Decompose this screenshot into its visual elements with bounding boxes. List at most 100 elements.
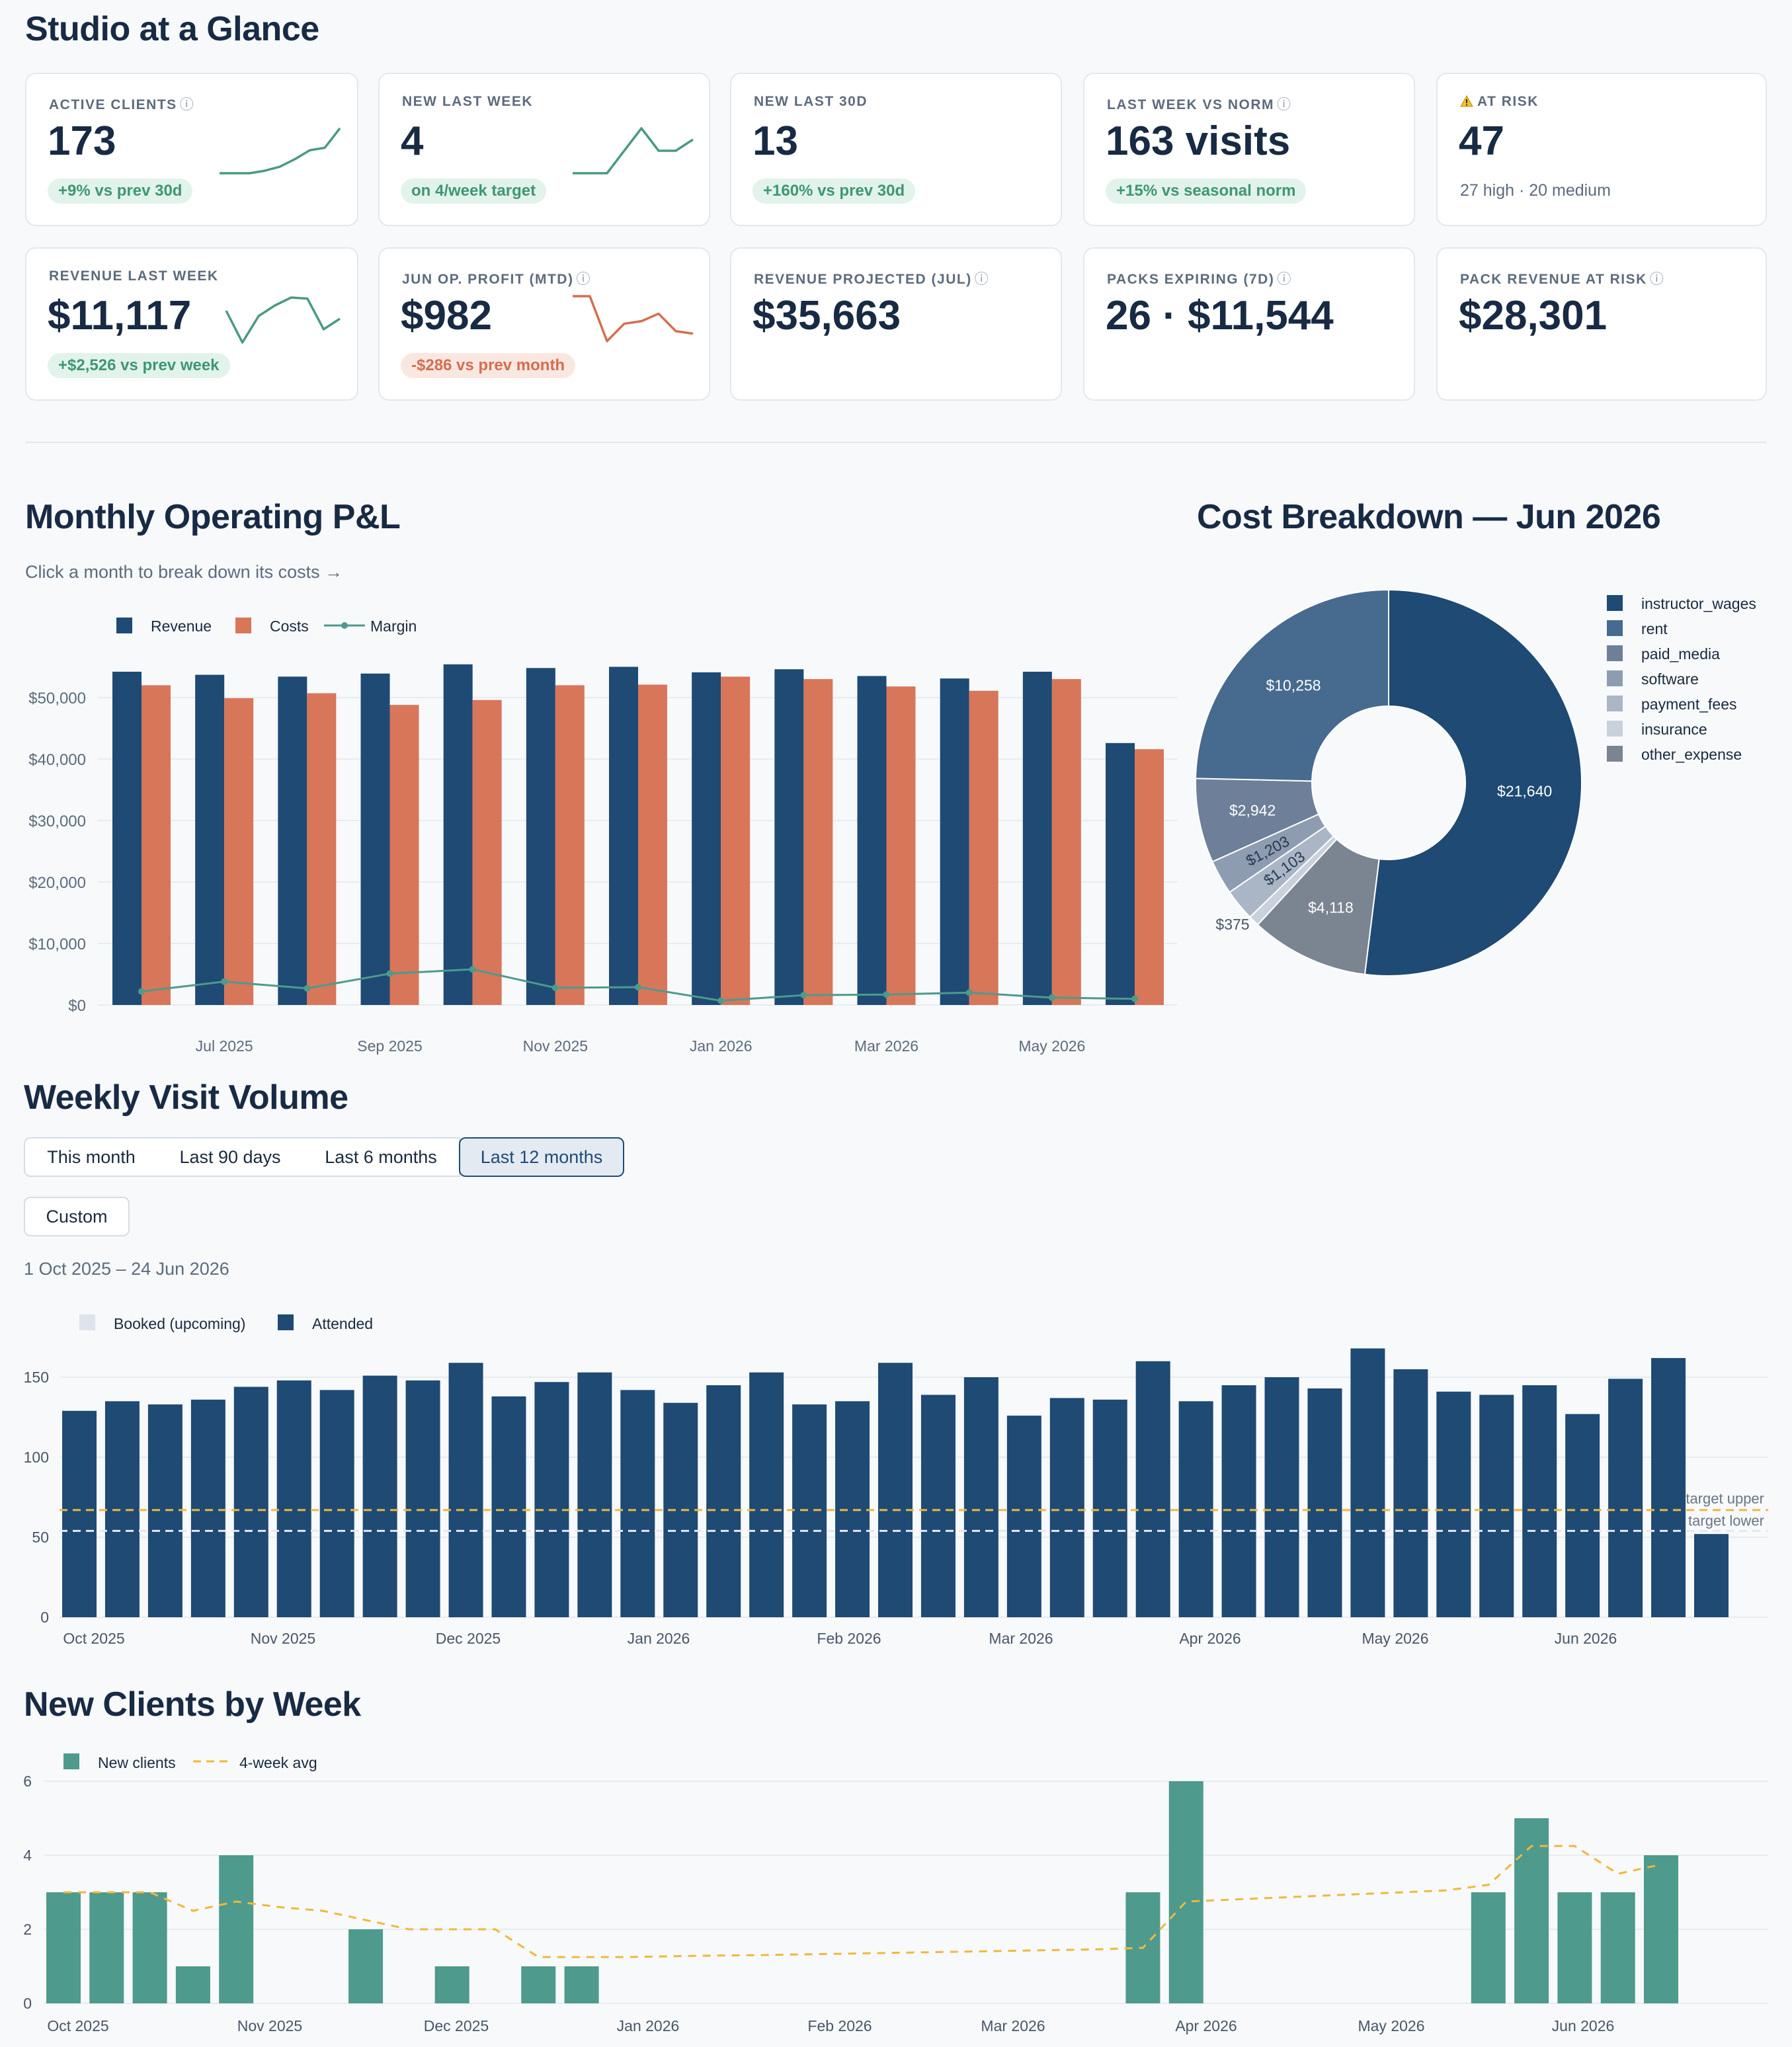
slice-value-label: $10,258 (1266, 677, 1321, 694)
range-last-6-months[interactable]: Last 6 months (303, 1137, 460, 1177)
y-tick-label: 2 (23, 1921, 32, 1938)
x-tick-label: Jun 2026 (1552, 2017, 1615, 2034)
kpi-delta-badge: +$2,526 vs prev week (48, 353, 230, 378)
info-icon[interactable]: ⓘ (179, 97, 195, 112)
kpi-label: NEW LAST 30D (754, 94, 868, 109)
kpi-label: NEW LAST WEEK (402, 94, 533, 109)
sparkline-path (573, 127, 694, 175)
kpi-label: REVENUE LAST WEEK (49, 268, 219, 284)
y-tick-label: $30,000 (28, 813, 86, 830)
x-tick-label: May 2026 (1358, 2017, 1424, 2034)
pl-chart[interactable]: $0 $10,000 $20,000 $30,000 $40,000 $50,000 Rev… (0, 595, 1190, 1071)
info-icon[interactable]: ⓘ (576, 272, 591, 287)
margin-point (386, 970, 393, 977)
kpi-card-jun-op-profit[interactable]: JUN OP. PROFIT (MTD) ⓘ $982 -$286 vs prev… (378, 247, 710, 401)
new-clients-chart[interactable]: 0 2 4 6 New clients 4-week avg Oct 2025 Nov 202… (0, 1746, 1792, 2047)
bar-attended (1436, 1391, 1471, 1617)
bar-new-clients (348, 1929, 384, 2003)
bar-attended (1092, 1399, 1127, 1617)
bar-costs (803, 679, 833, 1005)
margin-point (469, 966, 476, 973)
kpi-label: LAST WEEK VS NORM (1107, 97, 1275, 112)
y-tick-label: $50,000 (28, 690, 86, 707)
legend-label: paid_media (1641, 645, 1720, 662)
kpi-value: 4 (401, 118, 424, 164)
range-last-90-days[interactable]: Last 90 days (157, 1137, 304, 1177)
legend-swatch (235, 618, 251, 633)
sparkline (225, 296, 341, 344)
info-icon[interactable]: ⓘ (1277, 272, 1292, 287)
slice-value-label: $4,118 (1308, 899, 1354, 916)
bar-attended (1479, 1394, 1514, 1617)
bar-costs (472, 700, 502, 1005)
bar-attended (1221, 1385, 1256, 1617)
kpi-card-packs-expiring[interactable]: PACKS EXPIRING (7D) ⓘ 26 · $11,544 (1083, 247, 1415, 401)
kpi-value: 13 (753, 118, 798, 164)
bar-attended (405, 1380, 440, 1617)
kpi-card-new-last-week[interactable]: NEW LAST WEEK 4 on 4/week target (378, 73, 710, 226)
bar-attended (362, 1375, 397, 1617)
bar-attended (1393, 1369, 1428, 1617)
y-tick-label: 100 (24, 1449, 49, 1466)
kpi-delta-badge: -$286 vs prev month (401, 353, 576, 378)
kpi-card-revenue-last-week[interactable]: REVENUE LAST WEEK $11,117 +$2,526 vs pre… (25, 247, 358, 401)
range-this-month[interactable]: This month (24, 1137, 159, 1177)
range-custom-button[interactable]: Custom (24, 1197, 130, 1236)
x-tick-label: Apr 2026 (1175, 2017, 1237, 2034)
bar-attended (878, 1363, 913, 1617)
bar-attended (1694, 1534, 1729, 1617)
kpi-value: $982 (401, 293, 492, 339)
bar-attended (276, 1380, 311, 1617)
legend-label: Margin (370, 618, 417, 635)
kpi-card-pack-revenue-at-risk[interactable]: PACK REVENUE AT RISK ⓘ $28,301 (1436, 247, 1767, 401)
x-tick-label: May 2026 (1018, 1037, 1085, 1055)
margin-point (221, 978, 228, 985)
bar-attended (62, 1410, 97, 1617)
cost-donut-chart[interactable]: $21,640$10,258$2,942$1,203$1,103$4,118$3… (1190, 582, 1785, 992)
bar-new-clients (1600, 1892, 1635, 2003)
bar-attended (920, 1394, 956, 1617)
x-tick-label: Jan 2026 (690, 1037, 753, 1055)
kpi-card-last-week-vs-norm[interactable]: LAST WEEK VS NORM ⓘ 163 visits +15% vs se… (1083, 73, 1415, 226)
x-tick-label: Jan 2026 (617, 2017, 680, 2034)
x-tick-label: Dec 2025 (424, 2017, 489, 2034)
x-tick-label: Apr 2026 (1179, 1630, 1241, 1647)
info-icon[interactable]: ⓘ (1277, 97, 1292, 112)
x-tick-label: Dec 2025 (436, 1630, 501, 1647)
kpi-value: $11,117 (48, 293, 192, 339)
new-clients-title: New Clients by Week (24, 1685, 361, 1724)
x-tick-label: Oct 2025 (63, 1630, 124, 1647)
bar-attended (1135, 1361, 1170, 1617)
bar-attended (491, 1396, 526, 1617)
bar-costs (1051, 679, 1081, 1005)
kpi-card-active-clients[interactable]: ACTIVE CLIENTS ⓘ 173 +9% vs prev 30d (25, 73, 358, 226)
kpi-card-at-risk[interactable]: AT RISK 47 27 high · 20 medium (1436, 73, 1767, 226)
range-last-12-months[interactable]: Last 12 months (459, 1137, 624, 1177)
bar-attended (534, 1382, 569, 1617)
cost-breakdown-title: Cost Breakdown — Jun 2026 (1197, 498, 1661, 536)
kpi-label: ACTIVE CLIENTS (49, 97, 177, 112)
x-tick-label: Jun 2026 (1555, 1630, 1617, 1647)
bar-costs (886, 686, 916, 1005)
sparkline-path (573, 295, 694, 342)
bar-attended (1006, 1416, 1041, 1617)
slice-value-label: $21,640 (1497, 783, 1552, 800)
margin-point (965, 989, 973, 996)
bar-attended (1522, 1385, 1557, 1617)
bar-attended (319, 1390, 354, 1617)
bar-revenue (940, 678, 969, 1005)
legend-swatch (1607, 746, 1623, 762)
slice-value-label: $375 (1215, 916, 1249, 933)
kpi-card-revenue-projected[interactable]: REVENUE PROJECTED (JUL) ⓘ $35,663 (730, 247, 1062, 401)
bar-attended (706, 1385, 741, 1617)
info-icon[interactable]: ⓘ (1649, 272, 1665, 287)
margin-point (304, 984, 311, 992)
legend-swatch (1607, 645, 1623, 661)
bar-attended (1350, 1348, 1385, 1617)
info-icon[interactable]: ⓘ (974, 272, 990, 287)
bar-attended (233, 1386, 268, 1617)
sparkline-path (220, 127, 341, 175)
kpi-card-new-last-30d[interactable]: NEW LAST 30D 13 +160% vs prev 30d (730, 73, 1062, 226)
bar-new-clients (434, 1966, 469, 2003)
weekly-visits-chart[interactable]: 0 50 100 150 Booked (upcoming) Attended target… (0, 1303, 1792, 1660)
